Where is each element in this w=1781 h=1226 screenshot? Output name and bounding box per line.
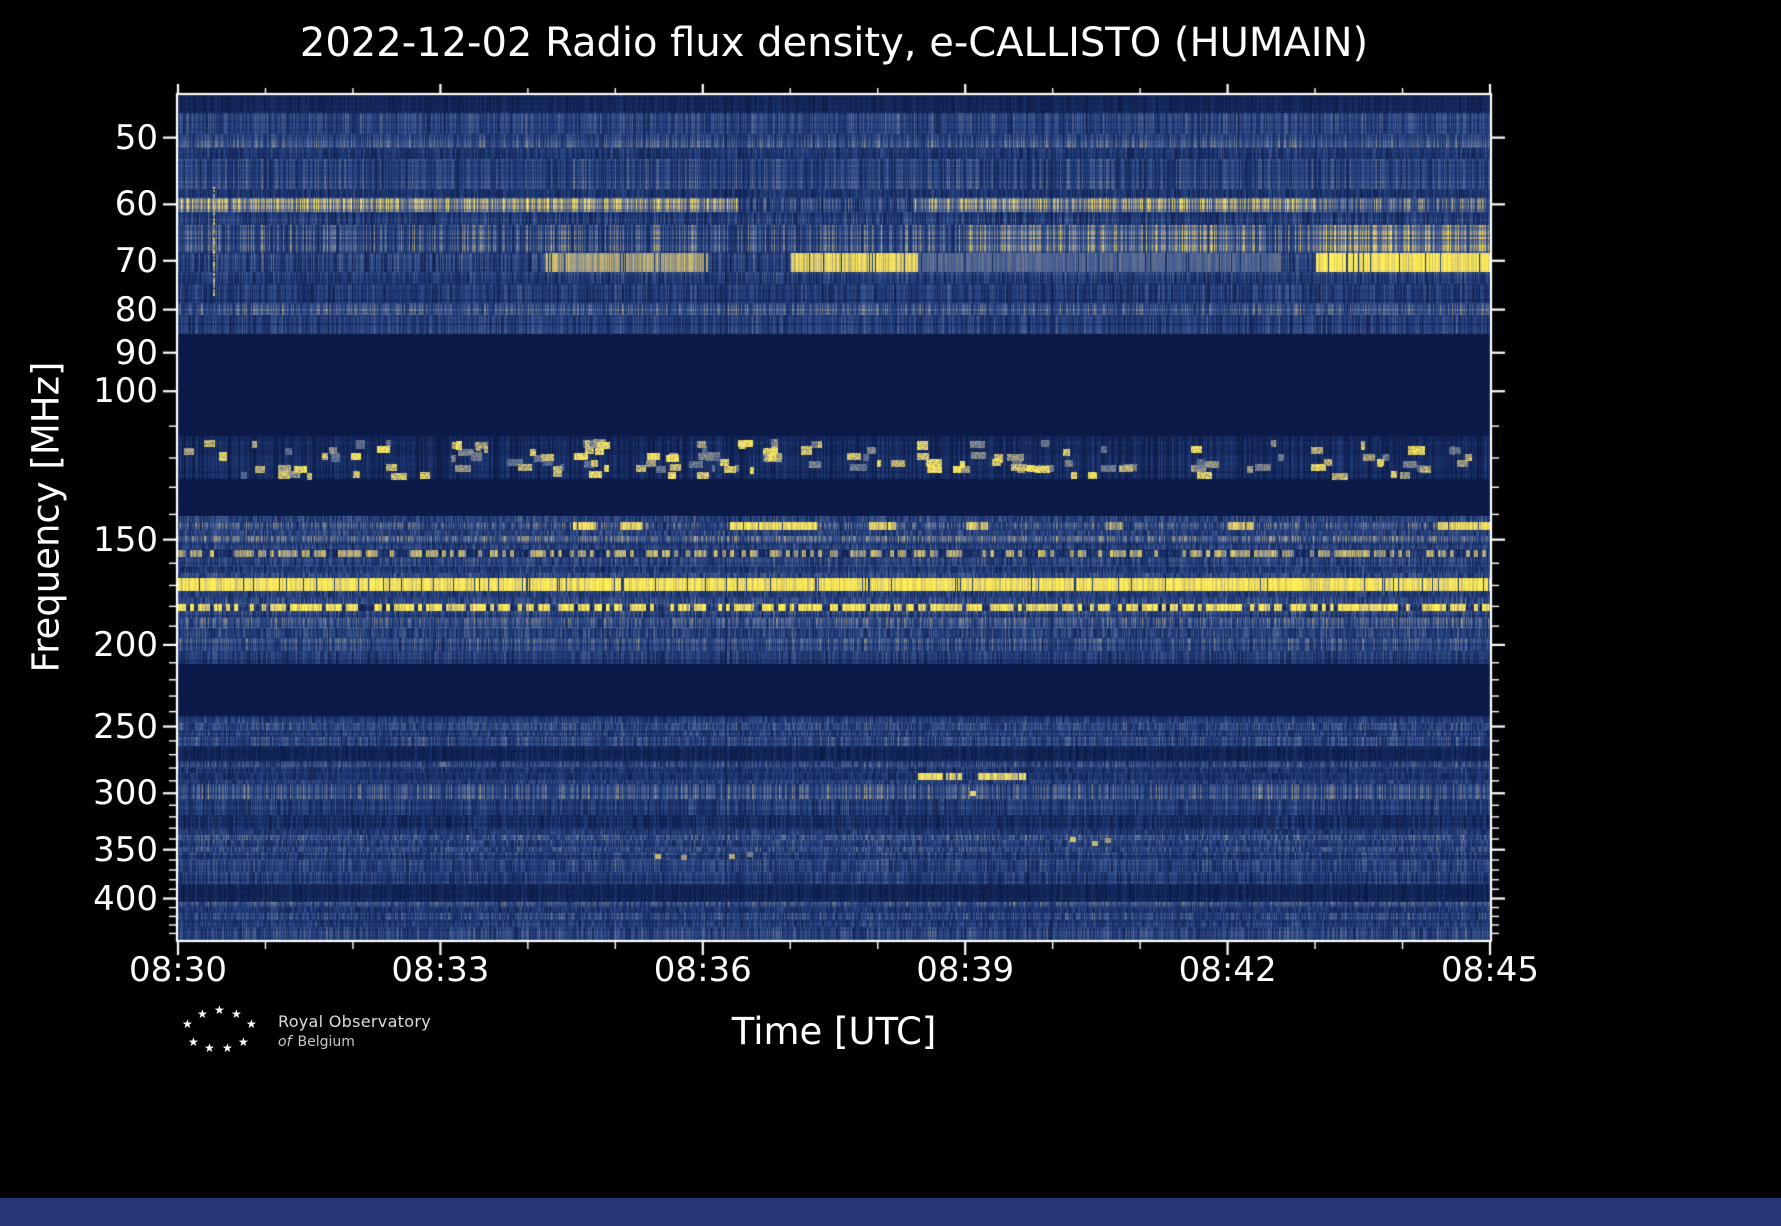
y-tick-label: 200 [93, 624, 158, 665]
x-tick-label: 08:45 [1441, 950, 1539, 990]
x-tick-label: 08:39 [916, 950, 1015, 990]
star-icon: ★ [246, 1017, 257, 1031]
star-icon: ★ [214, 1003, 225, 1017]
logo-org-line2: of Belgium [278, 1034, 355, 1050]
y-tick-label: 70 [114, 240, 158, 281]
star-icon: ★ [222, 1041, 233, 1055]
rob-logo: ★ ★ ★ ★ ★ ★ ★ ★ ★ Royal Observatory of Be… [182, 1000, 502, 1070]
star-icon: ★ [197, 1007, 208, 1021]
star-icon: ★ [238, 1035, 249, 1049]
y-tick-label: 80 [114, 289, 158, 330]
logo-org-line1: Royal Observatory [278, 1012, 431, 1031]
x-axis-label: Time [UTC] [731, 1010, 937, 1053]
star-icon: ★ [204, 1041, 215, 1055]
x-tick-label: 08:42 [1178, 950, 1277, 990]
logo-belgium: Belgium [297, 1034, 355, 1050]
logo-of: of [278, 1034, 292, 1050]
star-icon: ★ [182, 1017, 193, 1031]
star-icon: ★ [188, 1035, 199, 1049]
y-tick-label: 60 [114, 184, 158, 225]
y-tick-label: 350 [93, 829, 158, 870]
y-tick-label: 250 [93, 706, 158, 747]
y-axis-label: Frequency [MHz] [24, 361, 68, 673]
x-tick-label: 08:30 [129, 950, 227, 990]
y-tick-label: 100 [93, 371, 158, 412]
y-tick-label: 90 [114, 332, 158, 373]
y-tick-label: 50 [114, 117, 158, 158]
chart-title: 2022-12-02 Radio flux density, e-CALLIST… [299, 20, 1369, 66]
footer-bar [0, 1198, 1781, 1226]
y-tick-label: 150 [93, 519, 158, 560]
y-tick-label: 300 [93, 773, 158, 814]
x-tick-label: 08:33 [391, 950, 490, 990]
x-tick-label: 08:36 [653, 950, 752, 990]
y-tick-label: 400 [93, 878, 158, 919]
star-icon: ★ [231, 1007, 242, 1021]
